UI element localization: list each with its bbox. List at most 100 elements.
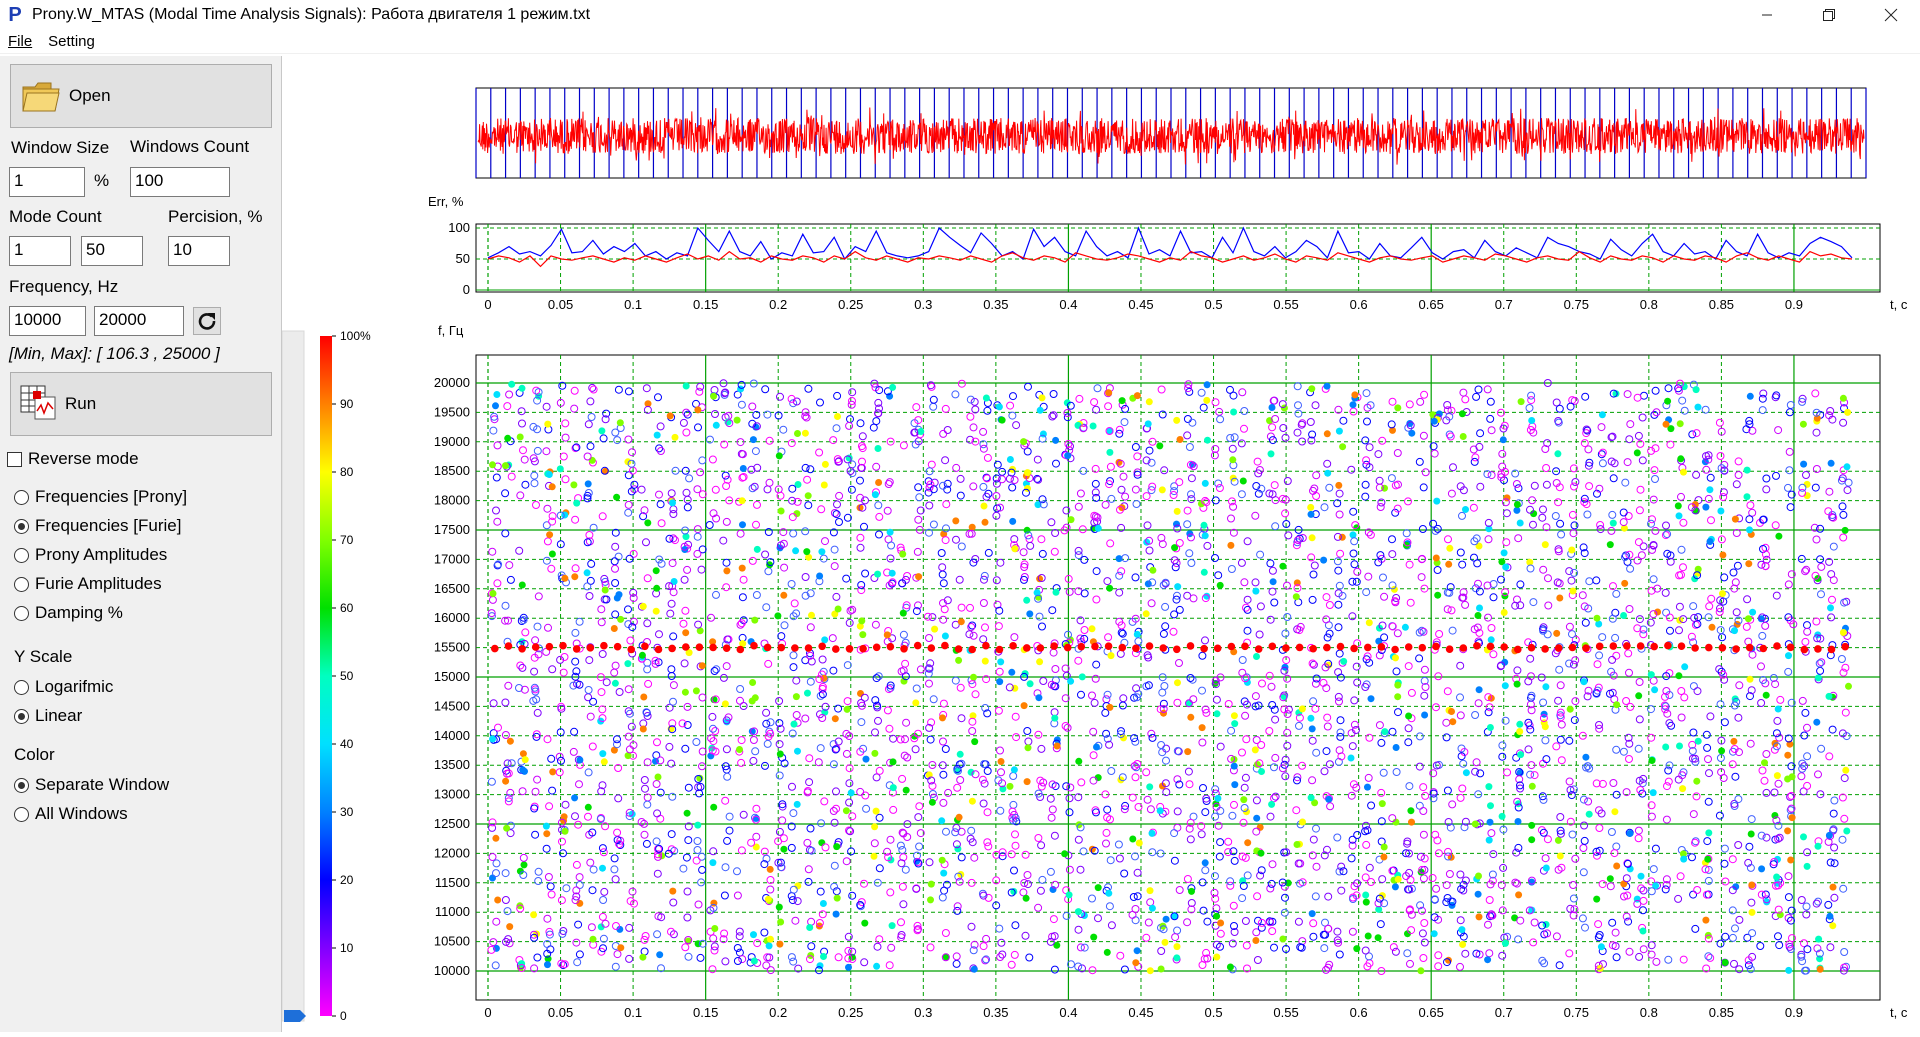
- scatter-point-hollow: [1241, 674, 1250, 683]
- scatter-point-hollow: [801, 714, 810, 723]
- open-button[interactable]: Open: [10, 64, 272, 128]
- scatter-point-filled: [776, 940, 784, 948]
- radio-button[interactable]: [14, 547, 29, 563]
- scatter-point-hollow: [1133, 452, 1142, 461]
- scatter-point-hollow: [1159, 629, 1168, 638]
- scatter-point-hollow: [1542, 523, 1551, 532]
- display-mode-option[interactable]: Frequencies [Prony]: [14, 487, 187, 507]
- yscale-option[interactable]: Linear: [14, 706, 82, 726]
- scatter-point-hollow: [1839, 668, 1848, 677]
- scatter-point-hollow: [1649, 575, 1658, 584]
- scatter-point-hollow: [1812, 535, 1821, 544]
- scatter-point-hollow: [992, 511, 1001, 520]
- scatter-point-hollow: [1651, 526, 1660, 535]
- scatter-point-filled: [1011, 684, 1019, 692]
- scatter-point-hollow: [1762, 788, 1771, 797]
- scatter-point-filled: [1052, 436, 1060, 444]
- display-mode-option[interactable]: Prony Amplitudes: [14, 545, 167, 565]
- scatter-point-hollow: [589, 385, 598, 394]
- scatter-point-filled: [1378, 800, 1386, 808]
- maximize-icon[interactable]: [1800, 0, 1858, 30]
- x-tick-label: 0.05: [548, 1005, 573, 1020]
- scatter-point-hollow: [1062, 782, 1071, 791]
- scatter-point-filled: [888, 569, 896, 577]
- percision-input[interactable]: 10: [168, 236, 230, 266]
- scatter-point-filled: [1231, 720, 1239, 728]
- scatter-point-filled: [1148, 829, 1156, 837]
- radio-button[interactable]: [14, 518, 29, 534]
- scatter-point-hollow: [1803, 945, 1812, 954]
- scatter-point-filled: [1717, 507, 1725, 515]
- radio-button[interactable]: [14, 708, 29, 724]
- scatter-point-hollow: [1297, 420, 1306, 429]
- scatter-point-hollow: [766, 885, 775, 894]
- color-mode-option[interactable]: All Windows: [14, 804, 128, 824]
- scatter-point-hollow: [1186, 835, 1195, 844]
- scatter-point-hollow: [1592, 779, 1601, 788]
- radio-button[interactable]: [14, 679, 29, 695]
- scatter-point-hollow: [1378, 875, 1387, 884]
- scatter-point-hollow: [1774, 932, 1782, 941]
- radio-button[interactable]: [14, 806, 29, 822]
- yscale-label: Y Scale: [14, 647, 73, 666]
- refresh-button[interactable]: [193, 307, 221, 335]
- scatter-point-hollow: [1280, 705, 1289, 714]
- menu-setting[interactable]: Setting: [48, 33, 95, 50]
- scatter-point-hollow: [835, 518, 843, 526]
- scatter-point-hollow: [600, 887, 609, 896]
- scatter-point-hollow: [1608, 614, 1617, 623]
- scatter-point-hollow: [982, 675, 991, 684]
- scatter-point-hollow: [610, 854, 619, 863]
- scatter-point-hollow: [1133, 468, 1142, 477]
- scatter-point-filled: [584, 480, 592, 488]
- windows-count-input[interactable]: 100: [130, 167, 230, 197]
- menu-file[interactable]: File: [8, 33, 33, 50]
- scatter-point-hollow: [586, 397, 595, 406]
- window-size-input[interactable]: 1: [9, 167, 85, 197]
- scatter-point-hollow: [1798, 488, 1807, 497]
- reverse-mode-checkbox[interactable]: Reverse mode: [7, 449, 139, 469]
- scatter-point-hollow: [571, 515, 580, 524]
- mode-count-min-input[interactable]: 1: [9, 236, 71, 266]
- scatter-point-hollow: [709, 847, 718, 856]
- scatter-point-hollow: [1664, 766, 1673, 775]
- frequency-max-input[interactable]: 20000: [94, 306, 184, 336]
- scatter-point-hollow: [1619, 508, 1628, 517]
- minimize-icon[interactable]: [1738, 0, 1796, 30]
- color-mode-option[interactable]: Separate Window: [14, 775, 169, 795]
- mode-count-max-input[interactable]: 50: [81, 236, 143, 266]
- yscale-option[interactable]: Logarifmic: [14, 677, 113, 697]
- scatter-point-hollow: [574, 820, 583, 829]
- display-mode-option[interactable]: Furie Amplitudes: [14, 574, 162, 594]
- scatter-point-filled: [1649, 789, 1657, 797]
- scatter-point-filled: [970, 673, 977, 681]
- x-tick-label: 0.4: [1059, 1005, 1077, 1020]
- scatter-point-hollow: [640, 830, 649, 839]
- radio-button[interactable]: [14, 605, 29, 621]
- display-mode-option[interactable]: Damping %: [14, 603, 123, 623]
- scatter-point-hollow: [1662, 881, 1671, 889]
- scatter-point-hollow: [1404, 497, 1412, 506]
- scatter-point-filled: [1787, 856, 1795, 864]
- scatter-point-hollow: [1838, 729, 1847, 738]
- scatter-point-filled: [1239, 477, 1247, 485]
- scatter-point-hollow: [1257, 918, 1266, 927]
- close-icon[interactable]: [1862, 0, 1920, 30]
- scatter-point-hollow: [1377, 738, 1386, 747]
- scatter-point-filled: [1731, 627, 1738, 635]
- scatter-point-filled: [927, 896, 934, 904]
- reverse-mode-box[interactable]: [7, 451, 22, 467]
- radio-button[interactable]: [14, 777, 29, 793]
- radio-button[interactable]: [14, 489, 29, 505]
- scatter-point-hollow: [1146, 805, 1155, 814]
- radio-button[interactable]: [14, 576, 29, 592]
- run-button[interactable]: Run: [10, 372, 272, 436]
- scatter-point-hollow: [558, 381, 567, 390]
- frequency-min-input[interactable]: 10000: [9, 306, 86, 336]
- scatter-point-hollow: [1201, 866, 1210, 875]
- display-mode-option[interactable]: Frequencies [Furie]: [14, 516, 181, 536]
- scatter-point-hollow: [1800, 939, 1808, 948]
- scatter-point-filled: [956, 750, 964, 758]
- scatter-point-hollow: [1323, 459, 1332, 468]
- scatter-point-hollow: [1378, 436, 1387, 445]
